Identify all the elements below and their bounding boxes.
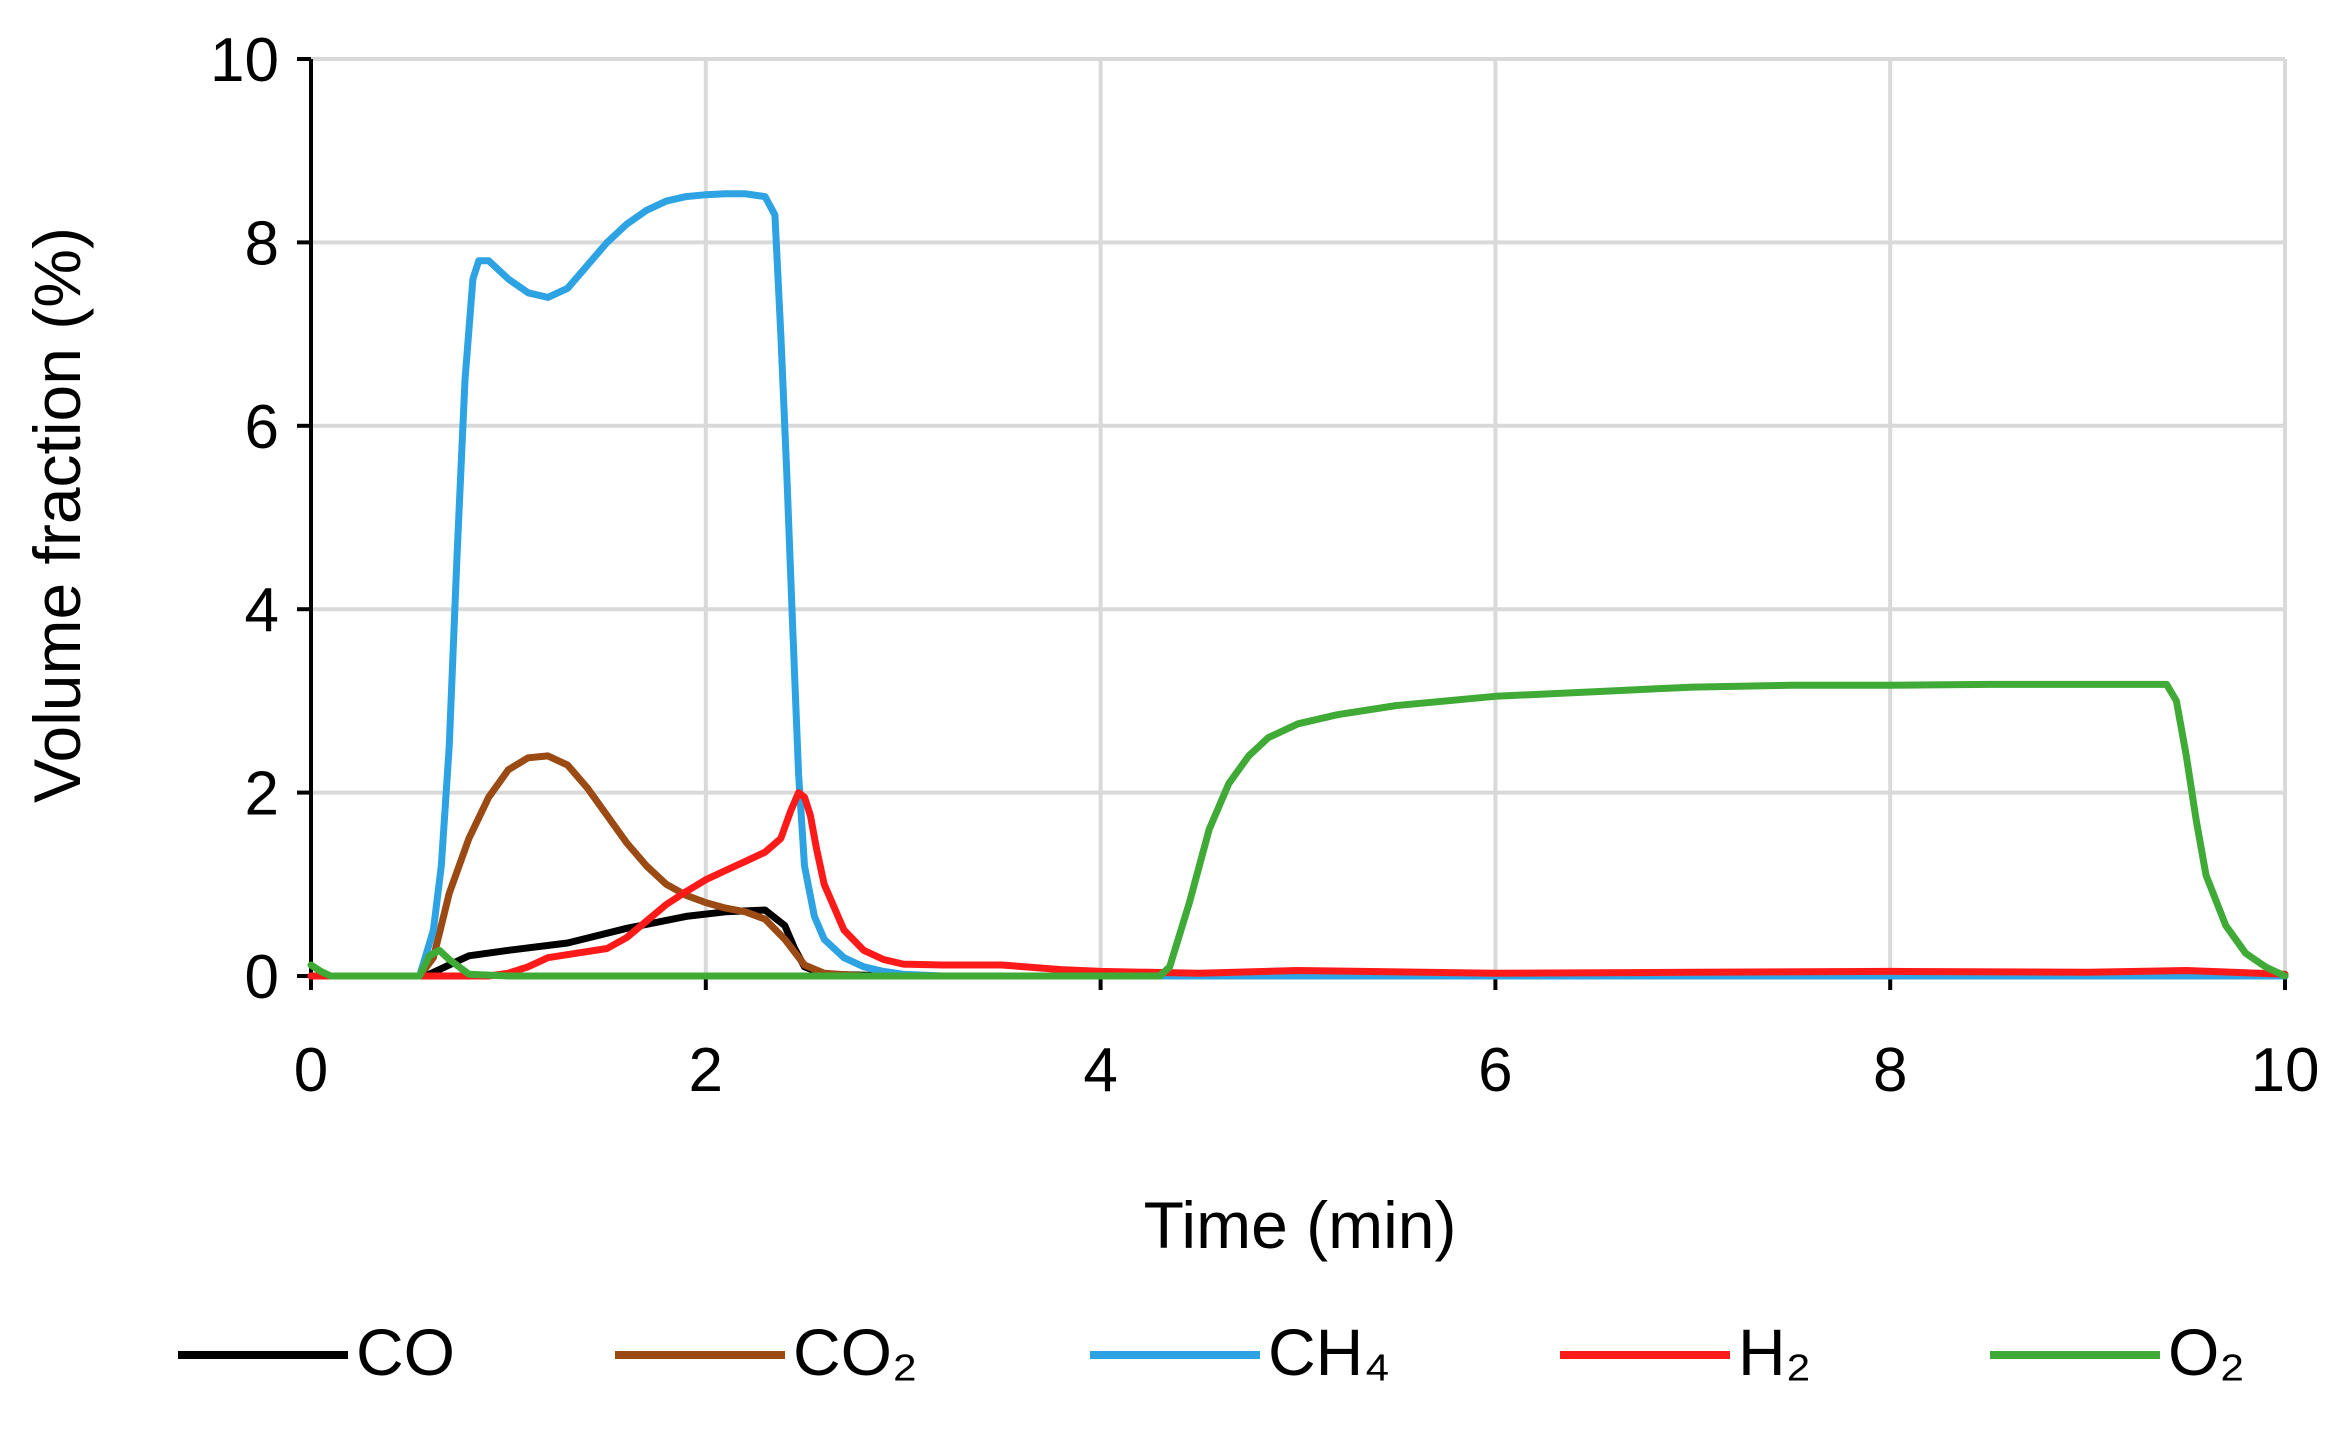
legend-label: H₂	[1738, 1315, 1811, 1389]
x-tick-label: 4	[1083, 1036, 1117, 1105]
y-tick-label: 0	[245, 943, 279, 1012]
y-tick-label: 6	[245, 393, 279, 462]
y-tick-label: 4	[245, 576, 279, 645]
legend-label: CO	[356, 1315, 455, 1389]
x-tick-label: 6	[1478, 1036, 1512, 1105]
y-axis-title: Volume fraction (%)	[20, 227, 94, 803]
x-tick-label: 10	[2251, 1036, 2320, 1105]
legend-label: CO₂	[793, 1315, 918, 1389]
series-line-3	[307, 789, 2289, 980]
y-tick-label: 8	[245, 209, 279, 278]
x-tick-label: 8	[1873, 1036, 1907, 1105]
axes	[297, 57, 2287, 990]
tick-labels: 0 2 4 6 8 10 0 2 4 6 8 10	[210, 26, 2319, 1105]
series-line-0	[307, 906, 2289, 980]
series-lines	[307, 190, 2289, 980]
y-tick-label: 10	[210, 26, 279, 95]
grid	[311, 57, 2287, 976]
legend-label: O₂	[2168, 1315, 2245, 1389]
x-tick-label: 0	[294, 1036, 328, 1105]
y-tick-label: 2	[245, 760, 279, 829]
x-axis-title: Time (min)	[1144, 1188, 1457, 1262]
series-line-2	[307, 190, 2289, 980]
series-line-4	[307, 680, 2289, 980]
legend-label: CH₄	[1268, 1315, 1390, 1389]
series-line-1	[307, 752, 2289, 980]
x-tick-label: 2	[689, 1036, 723, 1105]
legend: CO CO₂ CH₄ H₂ O₂	[178, 1315, 2245, 1389]
